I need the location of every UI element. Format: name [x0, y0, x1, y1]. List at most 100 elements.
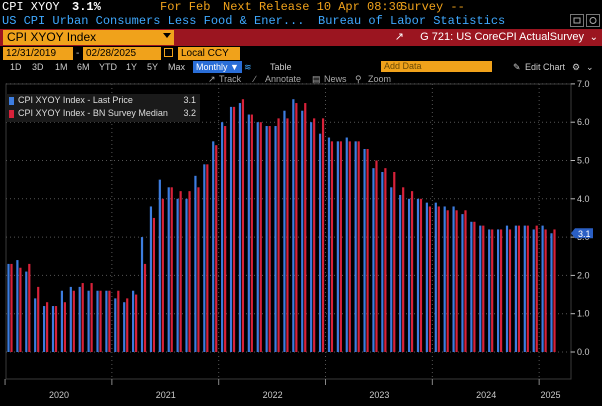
period-ytd[interactable]: YTD	[99, 62, 117, 72]
bar-actual	[514, 225, 517, 352]
currency-selector[interactable]: Local CCY	[178, 47, 240, 60]
bar-survey	[393, 171, 396, 352]
bar-actual	[51, 306, 55, 352]
bar-actual	[532, 229, 535, 352]
bar-actual	[194, 175, 197, 352]
bar-actual	[87, 290, 90, 352]
x-tick-label: 2023	[369, 390, 389, 400]
bar-survey	[491, 229, 494, 352]
bar-actual	[203, 164, 206, 352]
pencil-icon[interactable]: ✎	[513, 62, 521, 72]
bar-survey	[410, 191, 414, 352]
bar-survey	[108, 290, 111, 352]
bar-actual	[407, 198, 411, 352]
track-icon[interactable]: ↗	[208, 74, 216, 84]
period-6m[interactable]: 6M	[77, 62, 90, 72]
bar-survey	[117, 290, 120, 352]
end-date-field[interactable]: 02/28/2025	[83, 47, 161, 60]
track-button[interactable]: Track	[219, 74, 242, 84]
y-tick-label: 2.0	[577, 270, 590, 280]
bar-actual	[212, 141, 215, 352]
bar-survey	[544, 229, 547, 352]
dropdown-arrow-icon[interactable]	[163, 33, 171, 38]
add-data-text: Add Data	[384, 61, 422, 71]
annotate-icon[interactable]: ∕	[254, 74, 256, 84]
bar-actual	[149, 206, 153, 352]
export-icon[interactable]: ↗	[394, 31, 404, 43]
plot-frame	[5, 83, 572, 380]
bar-actual	[550, 233, 553, 352]
period-max[interactable]: Max	[168, 62, 186, 72]
gear-icon[interactable]: ⚙	[572, 62, 581, 72]
ticker-value: 3.1%	[72, 0, 101, 14]
frequency-dropdown[interactable]: Monthly ▼	[193, 61, 242, 73]
legend-label-actual: CPI XYOY Index - Last Price	[18, 95, 133, 105]
y-tick-label: 1.0	[577, 309, 590, 319]
window-copy-icon[interactable]	[570, 14, 584, 27]
bar-actual	[185, 198, 188, 352]
zoom-icon[interactable]: ⚲	[355, 74, 362, 84]
bar-survey	[428, 206, 431, 352]
date-separator: -	[76, 48, 80, 59]
bar-survey	[126, 298, 129, 352]
add-data-field[interactable]: Add Data	[381, 61, 492, 72]
y-tick-label: 7.0	[577, 79, 590, 89]
bar-actual	[283, 110, 286, 353]
ticker-label: CPI XYOY	[2, 0, 60, 14]
calendar-icon[interactable]	[164, 48, 173, 57]
table-button[interactable]: Table	[270, 62, 292, 72]
bar-survey	[72, 290, 75, 352]
x-tick-label: 2024	[476, 390, 496, 400]
bar-survey	[446, 210, 449, 352]
period-toolbar: 1D 3D 1M 6M YTD 1Y 5Y Max Monthly ▼ ≋ Ta…	[0, 61, 602, 73]
bar-survey	[535, 225, 538, 352]
bar-actual	[354, 141, 357, 352]
chart-type-icon[interactable]: ≋	[244, 62, 252, 72]
bar-survey	[304, 103, 307, 352]
bar-actual	[132, 290, 135, 352]
chevron-down-icon[interactable]: ⌄	[589, 32, 598, 43]
bar-survey	[206, 164, 209, 352]
window-settings-icon[interactable]	[586, 14, 600, 27]
bar-actual	[7, 263, 10, 352]
bar-actual	[523, 225, 526, 352]
legend-item-survey[interactable]: CPI XYOY Index - BN Survey Median 3.2	[6, 107, 200, 120]
annotate-button[interactable]: Annotate	[265, 74, 302, 84]
bar-survey	[135, 294, 138, 352]
bar-actual	[461, 214, 464, 352]
bar-actual	[434, 202, 437, 352]
bar-survey	[232, 106, 236, 352]
period-3d[interactable]: 3D	[32, 62, 44, 72]
news-icon[interactable]: ▤	[312, 74, 321, 84]
bar-actual	[345, 137, 348, 352]
legend-value-actual: 3.1	[183, 95, 196, 105]
bar-survey	[188, 191, 191, 352]
bar-actual	[69, 286, 72, 352]
bar-survey	[330, 141, 334, 352]
period-5y[interactable]: 5Y	[147, 62, 159, 72]
bar-survey	[215, 145, 218, 352]
security-field[interactable]: CPI XYOY Index	[3, 30, 174, 45]
bar-survey	[250, 114, 253, 352]
period-1y[interactable]: 1Y	[126, 62, 138, 72]
start-date-field[interactable]: 12/31/2019	[3, 47, 73, 60]
legend-value-survey: 3.2	[183, 108, 196, 118]
period-1m[interactable]: 1M	[55, 62, 68, 72]
bar-survey	[28, 263, 31, 352]
bar-actual	[105, 290, 108, 352]
period-1d[interactable]: 1D	[10, 62, 22, 72]
chevron-down-icon-2[interactable]: ⌄	[586, 62, 594, 72]
legend-item-actual[interactable]: CPI XYOY Index - Last Price 3.1	[6, 94, 200, 107]
bar-actual	[256, 122, 259, 352]
zoom-button[interactable]: Zoom	[368, 74, 392, 84]
bar-actual	[310, 122, 313, 352]
bar-survey	[517, 225, 520, 352]
bar-actual	[416, 198, 420, 352]
bar-actual	[274, 126, 277, 352]
news-button[interactable]: News	[324, 74, 347, 84]
bar-actual	[381, 171, 384, 352]
end-date-text: 02/28/2025	[86, 48, 137, 59]
bar-survey	[152, 217, 156, 352]
edit-chart-button[interactable]: Edit Chart	[525, 62, 566, 72]
